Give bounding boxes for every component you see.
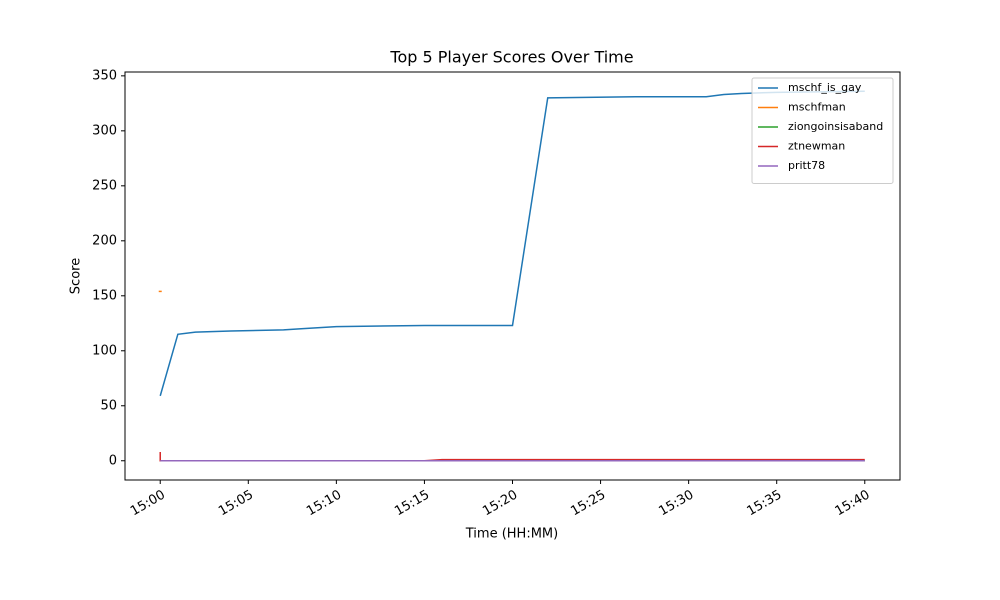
legend: mschf_is_gay mschfman ziongoinsisaband ztne… (751, 77, 894, 184)
y-tick-label: 100 (92, 343, 117, 358)
x-tick-label: 15:25 (568, 488, 608, 520)
y-tick-label: 250 (92, 178, 117, 193)
y-tick-label: 150 (92, 288, 117, 303)
x-tick-label: 15:15 (392, 488, 432, 520)
y-tick-label: 300 (92, 123, 117, 138)
legend-label: ztnewman (788, 140, 845, 153)
x-tick-label: 15:20 (480, 488, 520, 520)
legend-label: ziongoinsisaband (788, 120, 883, 133)
y-tick-label: 50 (100, 398, 117, 413)
y-axis-label: Score (69, 258, 84, 294)
y-tick-label: 350 (92, 68, 117, 83)
x-tick-label: 15:00 (128, 488, 168, 520)
x-tick-label: 15:05 (216, 488, 256, 520)
legend-label: pritt78 (788, 159, 825, 172)
series-line (159, 451, 865, 462)
plot-frame (124, 71, 901, 481)
y-tick-label: 200 (92, 233, 117, 248)
x-tick-label: 15:35 (745, 488, 785, 520)
legend-box (751, 77, 894, 184)
chart-title: Top 5 Player Scores Over Time (389, 48, 633, 67)
x-tick-label: 15:10 (304, 488, 344, 520)
x-axis-label: Time (HH:MM) (465, 527, 558, 542)
y-tick-label: 0 (109, 453, 117, 468)
x-tick-label: 15:40 (833, 488, 873, 520)
x-tick-label: 15:30 (656, 488, 696, 520)
series-line (159, 90, 865, 397)
legend-label: mschf_is_gay (788, 81, 862, 94)
legend-label: mschfman (788, 101, 846, 114)
